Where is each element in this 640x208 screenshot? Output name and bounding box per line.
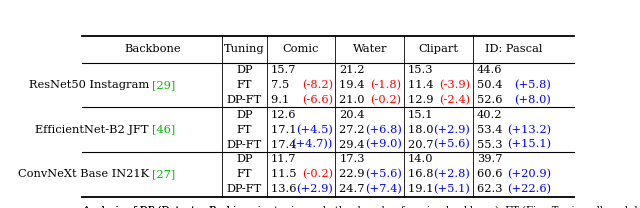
Text: DP: DP [236, 110, 253, 120]
Text: 24.7: 24.7 [339, 184, 369, 194]
Text: EfficientNet-B2 JFT: EfficientNet-B2 JFT [35, 125, 152, 135]
Text: (+13.2): (+13.2) [508, 124, 552, 135]
Text: Comic: Comic [283, 44, 319, 54]
Text: 27.2: 27.2 [339, 125, 369, 135]
Text: 20.7: 20.7 [408, 140, 437, 150]
Text: 22.9: 22.9 [339, 169, 369, 179]
Text: Water: Water [353, 44, 387, 54]
Text: (+2.8): (+2.8) [433, 169, 470, 180]
Text: tuning only the decoder, freezing backbone), FT (Fine-Tuning all modules), a: tuning only the decoder, freezing backbo… [271, 206, 640, 208]
Text: (+4.5): (+4.5) [296, 124, 333, 135]
Text: i.e.: i.e. [256, 206, 271, 208]
Text: 20.4: 20.4 [339, 110, 365, 120]
Text: DP-FT: DP-FT [227, 140, 262, 150]
Text: 29.4: 29.4 [339, 140, 369, 150]
Text: Analysis of DP (Detector Probing,: Analysis of DP (Detector Probing, [83, 206, 256, 208]
Text: 19.4: 19.4 [339, 80, 369, 90]
Text: ID: Pascal: ID: Pascal [484, 44, 542, 54]
Text: Tuning: Tuning [224, 44, 265, 54]
Text: 11.5: 11.5 [271, 169, 300, 179]
Text: (-1.8): (-1.8) [371, 80, 402, 90]
Text: 50.4: 50.4 [477, 80, 506, 90]
Text: 53.4: 53.4 [477, 125, 506, 135]
Text: 12.9: 12.9 [408, 95, 437, 105]
Text: 11.7: 11.7 [271, 154, 296, 164]
Text: (+15.1): (+15.1) [508, 139, 552, 150]
Text: (+5.6): (+5.6) [433, 139, 470, 150]
Text: 17.3: 17.3 [339, 154, 365, 164]
Text: ConvNeXt Base IN21K: ConvNeXt Base IN21K [18, 169, 152, 179]
Text: 15.7: 15.7 [271, 65, 296, 75]
Text: DP-FT: DP-FT [227, 95, 262, 105]
Text: DP: DP [236, 65, 253, 75]
Text: (-0.2): (-0.2) [371, 95, 402, 105]
Text: FT: FT [237, 80, 252, 90]
Text: (+4.7)): (+4.7)) [291, 139, 333, 150]
Text: 44.6: 44.6 [477, 65, 502, 75]
Text: [27]: [27] [152, 169, 176, 179]
Text: 17.1: 17.1 [271, 125, 300, 135]
Text: (+5.1): (+5.1) [433, 184, 470, 194]
Text: (-6.6): (-6.6) [302, 95, 333, 105]
Text: 19.1: 19.1 [408, 184, 437, 194]
Text: Analysis of DP (Detector Probing,: Analysis of DP (Detector Probing, [83, 206, 256, 208]
Text: 18.0: 18.0 [408, 125, 437, 135]
Text: [29]: [29] [152, 80, 176, 90]
Text: (+7.4): (+7.4) [365, 184, 402, 194]
Text: (-2.4): (-2.4) [439, 95, 470, 105]
Text: 7.5: 7.5 [271, 80, 292, 90]
Text: 21.0: 21.0 [339, 95, 369, 105]
Text: 15.1: 15.1 [408, 110, 433, 120]
Text: [46]: [46] [152, 125, 176, 135]
Text: Backbone: Backbone [124, 44, 180, 54]
Text: 52.6: 52.6 [477, 95, 506, 105]
Text: 14.0: 14.0 [408, 154, 433, 164]
Text: (+2.9): (+2.9) [296, 184, 333, 194]
Text: (+8.0): (+8.0) [515, 95, 552, 105]
Text: 11.4: 11.4 [408, 80, 437, 90]
Text: (-8.2): (-8.2) [302, 80, 333, 90]
Text: ResNet50 Instagram: ResNet50 Instagram [29, 80, 152, 90]
Text: 9.1: 9.1 [271, 95, 292, 105]
Text: Clipart: Clipart [419, 44, 458, 54]
Text: FT: FT [237, 125, 252, 135]
Text: 13.6: 13.6 [271, 184, 300, 194]
Text: (+20.9): (+20.9) [508, 169, 552, 180]
Text: 60.6: 60.6 [477, 169, 506, 179]
Text: (+9.0): (+9.0) [365, 139, 402, 150]
Text: (-0.2): (-0.2) [302, 169, 333, 180]
Text: (+2.9): (+2.9) [433, 124, 470, 135]
Text: 17.4: 17.4 [271, 140, 300, 150]
Text: (-3.9): (-3.9) [439, 80, 470, 90]
Text: 15.3: 15.3 [408, 65, 433, 75]
Text: 21.2: 21.2 [339, 65, 365, 75]
Text: 55.3: 55.3 [477, 140, 506, 150]
Text: 40.2: 40.2 [477, 110, 502, 120]
Text: 62.3: 62.3 [477, 184, 506, 194]
Text: (+5.8): (+5.8) [515, 80, 552, 90]
Text: (+6.8): (+6.8) [365, 124, 402, 135]
Text: DP: DP [236, 154, 253, 164]
Text: FT: FT [237, 169, 252, 179]
Text: 39.7: 39.7 [477, 154, 502, 164]
Text: 16.8: 16.8 [408, 169, 437, 179]
Text: 12.6: 12.6 [271, 110, 296, 120]
Text: (+22.6): (+22.6) [508, 184, 552, 194]
Text: (+5.6): (+5.6) [365, 169, 402, 180]
Text: DP-FT: DP-FT [227, 184, 262, 194]
